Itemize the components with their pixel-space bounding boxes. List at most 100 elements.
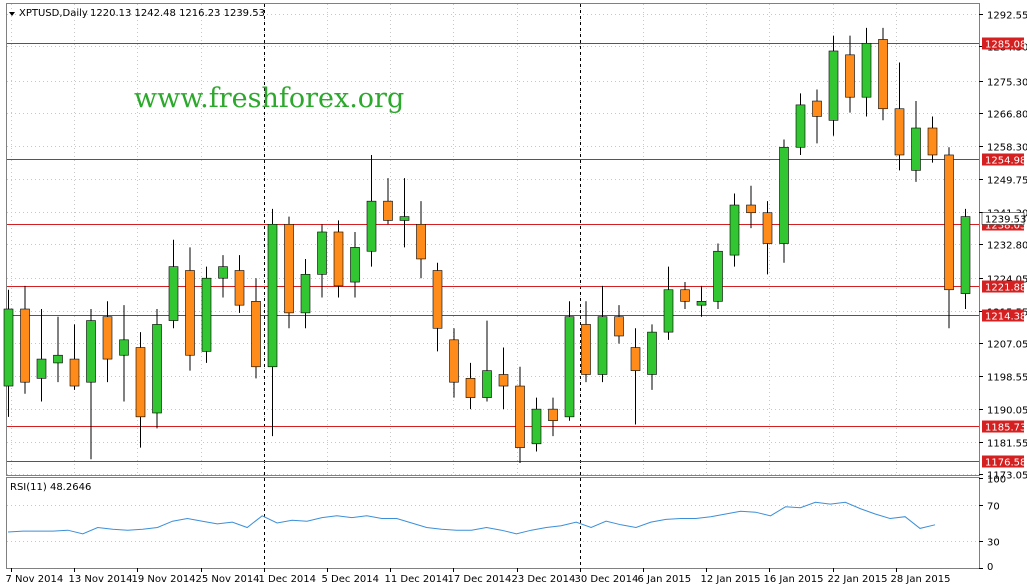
candle-body xyxy=(762,212,773,244)
main-panel-frame xyxy=(6,3,980,476)
price-tick-label: 1181.55 xyxy=(987,439,1027,450)
level-price-tag xyxy=(982,420,1024,433)
candle-body xyxy=(861,42,872,98)
level-price-tag-label: 1176.58 xyxy=(985,458,1026,469)
time-tick-label: 1 Dec 2014 xyxy=(259,574,317,585)
level-price-tag xyxy=(982,280,1024,293)
time-tick-label: 7 Nov 2014 xyxy=(6,574,64,585)
time-tick-label: 13 Nov 2014 xyxy=(69,574,133,585)
candle-body xyxy=(845,54,855,98)
level-price-tag-label: 1285.08 xyxy=(985,40,1026,51)
candle-body xyxy=(927,127,938,156)
time-tick-label: 28 Jan 2015 xyxy=(891,574,951,585)
candle-body xyxy=(960,216,971,294)
candle-body xyxy=(465,378,476,398)
rsi-line xyxy=(7,501,936,535)
rsi-tick-label: 0 xyxy=(987,562,993,573)
level-price-tag xyxy=(982,37,1024,50)
level-price-tag-label: 1221.88 xyxy=(985,283,1026,294)
candle-body xyxy=(234,270,245,306)
rsi-tick-label: 70 xyxy=(987,502,1000,513)
current-price-tag xyxy=(981,212,1025,225)
candle-body xyxy=(812,100,822,117)
price-tick-label: 1258.30 xyxy=(987,143,1027,154)
candle-body xyxy=(746,204,756,214)
candle-body xyxy=(614,316,624,337)
price-tick-label: 1173.05 xyxy=(987,471,1027,482)
candle-body xyxy=(944,154,954,291)
candle-body xyxy=(69,358,80,387)
level-price-tag-label: 1238.03 xyxy=(985,221,1026,232)
candle-body xyxy=(119,339,129,356)
candle-body xyxy=(218,266,228,279)
candle-body xyxy=(878,39,888,110)
candle-body xyxy=(416,223,426,260)
level-price-tag xyxy=(982,153,1024,166)
candle-body xyxy=(449,339,459,383)
candle-body xyxy=(300,274,311,314)
candle-body xyxy=(366,200,377,252)
candle-body xyxy=(564,316,575,418)
chart-header: XPTUSD,Daily 1220.13 1242.48 1216.23 123… xyxy=(9,8,265,19)
candle-body xyxy=(663,289,674,333)
candle-body xyxy=(713,250,723,302)
candle-body xyxy=(102,316,113,360)
candle-body xyxy=(3,308,14,387)
candle-body xyxy=(201,277,212,352)
candle-body xyxy=(284,223,294,314)
candle-body xyxy=(548,408,558,421)
rsi-indicator xyxy=(7,501,936,535)
rsi-tick-label: 100 xyxy=(987,475,1006,486)
candle-body xyxy=(911,127,921,171)
candle-body xyxy=(680,289,690,302)
candle-body xyxy=(135,347,146,418)
price-tick-label: 1249.75 xyxy=(987,176,1027,187)
level-price-tag xyxy=(982,309,1024,322)
candle-body xyxy=(267,223,278,368)
price-tick-label: 1232.80 xyxy=(987,241,1027,252)
candle-body xyxy=(333,231,344,287)
candle-body xyxy=(482,370,492,398)
candle-body xyxy=(581,324,591,375)
rsi-label: RSI(11) 48.2646 xyxy=(10,482,91,493)
price-tick-label: 1190.05 xyxy=(987,406,1027,417)
candle-body xyxy=(498,374,509,387)
candle-body xyxy=(383,200,393,221)
candle-body xyxy=(696,301,707,306)
price-tick-label: 1224.05 xyxy=(987,275,1027,286)
candle-body xyxy=(152,324,162,414)
level-price-tag xyxy=(982,455,1024,468)
candle-body xyxy=(729,204,740,256)
price-tick-label: 1292.55 xyxy=(987,11,1027,22)
candle-body xyxy=(630,347,641,371)
candle-body xyxy=(185,270,195,356)
current-price-tag-label: 1239.53 xyxy=(985,215,1026,226)
level-price-tag-label: 1214.38 xyxy=(985,312,1026,323)
time-tick-label: 5 Dec 2014 xyxy=(322,574,380,585)
candle-body xyxy=(168,266,179,321)
candle-body xyxy=(251,301,261,368)
price-tick-label: 1207.05 xyxy=(987,340,1027,351)
symbol-dropdown-icon[interactable] xyxy=(9,12,15,16)
level-price-tag-label: 1185.73 xyxy=(985,423,1026,434)
rsi-panel-frame xyxy=(6,477,980,569)
time-tick-label: 11 Dec 2014 xyxy=(385,574,449,585)
rsi-axis: 100 70 30 0 xyxy=(979,475,1006,573)
candle-body xyxy=(531,408,542,445)
time-tick-label: 6 Jan 2015 xyxy=(638,574,692,585)
watermark-group: www.freshforex.org xyxy=(134,83,404,114)
time-tick-label: 22 Jan 2015 xyxy=(828,574,888,585)
candle-body xyxy=(647,331,657,375)
time-tick-label: 12 Jan 2015 xyxy=(701,574,761,585)
rsi-tick-label: 30 xyxy=(987,538,1000,549)
time-tick-label: 25 Nov 2014 xyxy=(196,574,260,585)
price-tick-label: 1198.55 xyxy=(987,373,1027,384)
time-tick-label: 19 Nov 2014 xyxy=(132,574,196,585)
time-tick-label: 16 Jan 2015 xyxy=(764,574,824,585)
candle-body xyxy=(828,50,839,121)
watermark: www.freshforex.org xyxy=(134,83,404,114)
candle-body xyxy=(894,108,905,156)
candle-body xyxy=(20,308,30,383)
